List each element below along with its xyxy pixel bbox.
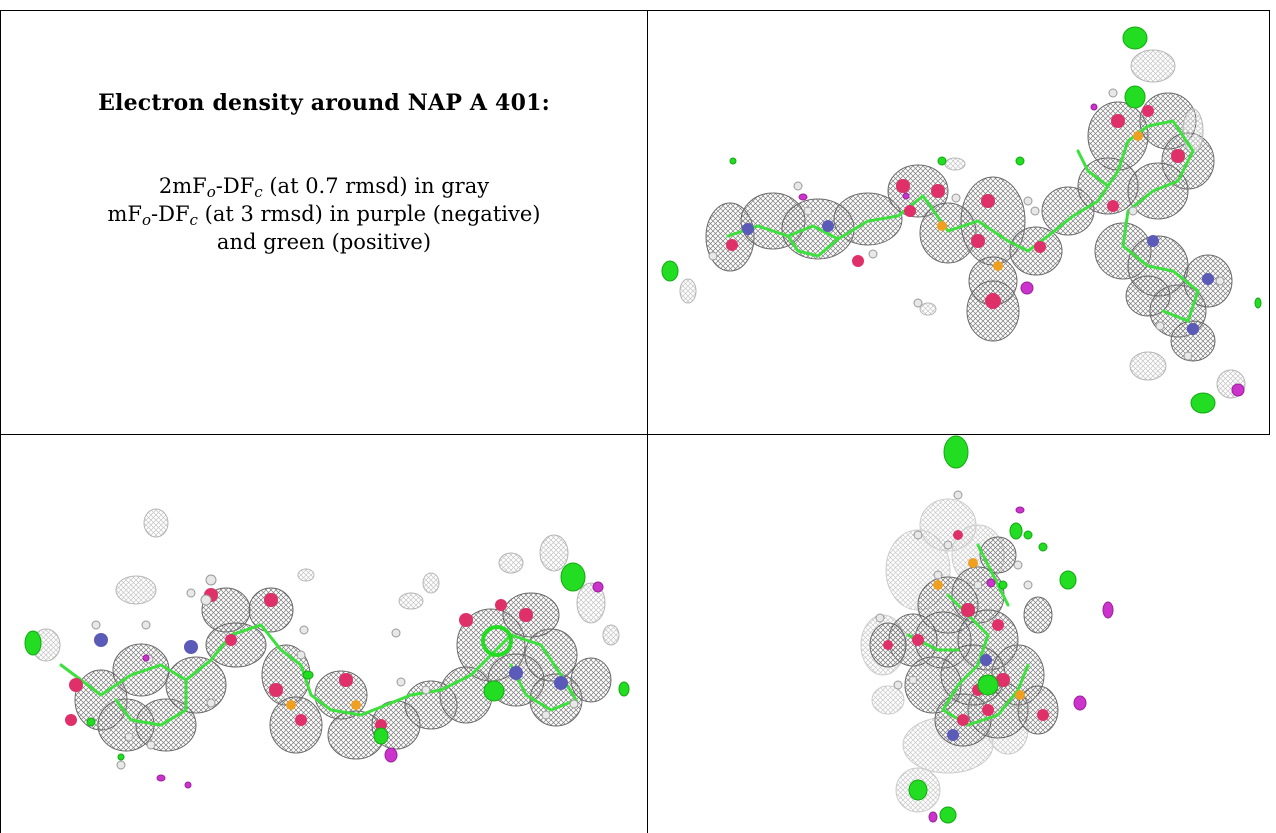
density-view-bottom-left	[1, 435, 647, 833]
legend-line-1: 2mFo-DFc (at 0.7 rmsd) in gray	[158, 174, 490, 201]
density-render-top-right	[661, 26, 1262, 414]
caption-cell: Electron density around NAP A 401: 2mFo-…	[1, 10, 647, 434]
border-top	[0, 10, 1270, 11]
legend-line-3: and green (positive)	[216, 230, 432, 254]
density-render-bottom-left	[24, 508, 630, 789]
density-view-top-right	[648, 11, 1269, 434]
density-view-bottom-right	[648, 435, 1270, 833]
legend-line-2: mFo-DFc (at 3 rmsd) in purple (negative)	[107, 202, 541, 229]
density-render-bottom-right	[860, 435, 1114, 824]
border-right	[1269, 10, 1270, 434]
border-middle	[0, 434, 1270, 435]
legend-description: 2mFo-DFc (at 0.7 rmsd) in gray mFo-DFc (…	[108, 172, 541, 256]
figure-title: Electron density around NAP A 401:	[98, 90, 550, 116]
border-left	[0, 10, 1, 833]
border-center	[647, 10, 648, 833]
